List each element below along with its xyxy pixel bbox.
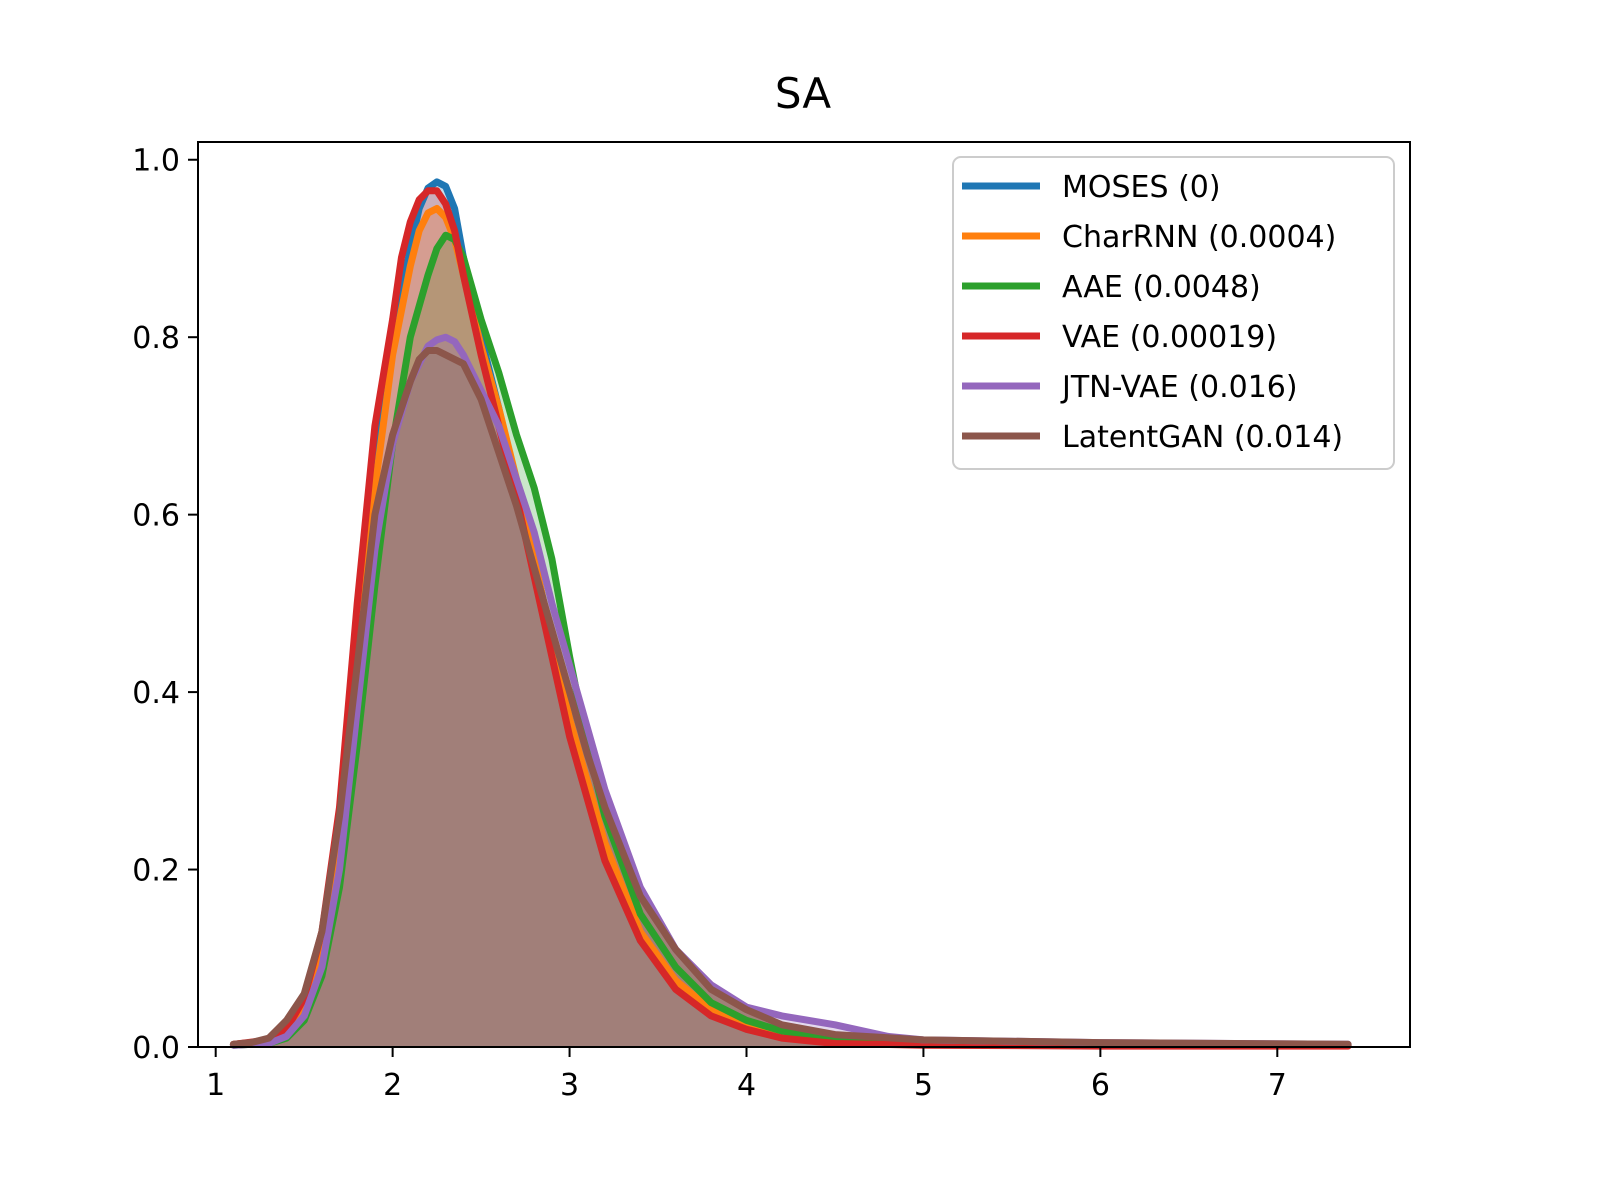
legend-label-4: JTN-VAE (0.016) bbox=[1060, 370, 1298, 405]
x-tick-label: 6 bbox=[1091, 1068, 1110, 1103]
series-lines bbox=[229, 178, 1352, 1050]
y-tick-label: 0.6 bbox=[132, 499, 180, 534]
y-tick-label: 0.4 bbox=[132, 676, 180, 711]
legend: MOSES (0) CharRNN (0.0004) AAE (0.0048) VAE… bbox=[952, 156, 1395, 470]
x-axis: 1 2 3 4 5 6 7 bbox=[206, 1047, 1287, 1103]
legend-label-0: MOSES (0) bbox=[1062, 170, 1221, 205]
y-tick-label: 0.0 bbox=[132, 1031, 180, 1066]
legend-label-5: LatentGAN (0.014) bbox=[1062, 420, 1343, 455]
x-tick-label: 2 bbox=[383, 1068, 402, 1103]
x-tick-label: 3 bbox=[560, 1068, 579, 1103]
x-tick-label: 1 bbox=[206, 1068, 225, 1103]
chart-title: SA bbox=[775, 69, 831, 118]
legend-label-1: CharRNN (0.0004) bbox=[1062, 220, 1336, 255]
y-axis: 0.0 0.2 0.4 0.6 0.8 1.0 bbox=[132, 144, 198, 1066]
series-area-5 bbox=[233, 350, 1349, 1047]
y-tick-label: 1.0 bbox=[132, 144, 180, 179]
y-tick-label: 0.2 bbox=[132, 854, 180, 889]
series-line-5 bbox=[229, 347, 1352, 1048]
plot-frame bbox=[197, 141, 1411, 1048]
legend-box bbox=[952, 156, 1395, 470]
x-tick-label: 7 bbox=[1268, 1068, 1287, 1103]
series-fills bbox=[233, 181, 1349, 1048]
x-tick-label: 5 bbox=[914, 1068, 933, 1103]
legend-label-2: AAE (0.0048) bbox=[1062, 270, 1261, 305]
legend-label-3: VAE (0.00019) bbox=[1062, 320, 1277, 355]
series-line-4 bbox=[229, 333, 1352, 1049]
x-tick-label: 4 bbox=[737, 1068, 756, 1103]
y-tick-label: 0.8 bbox=[132, 321, 180, 356]
